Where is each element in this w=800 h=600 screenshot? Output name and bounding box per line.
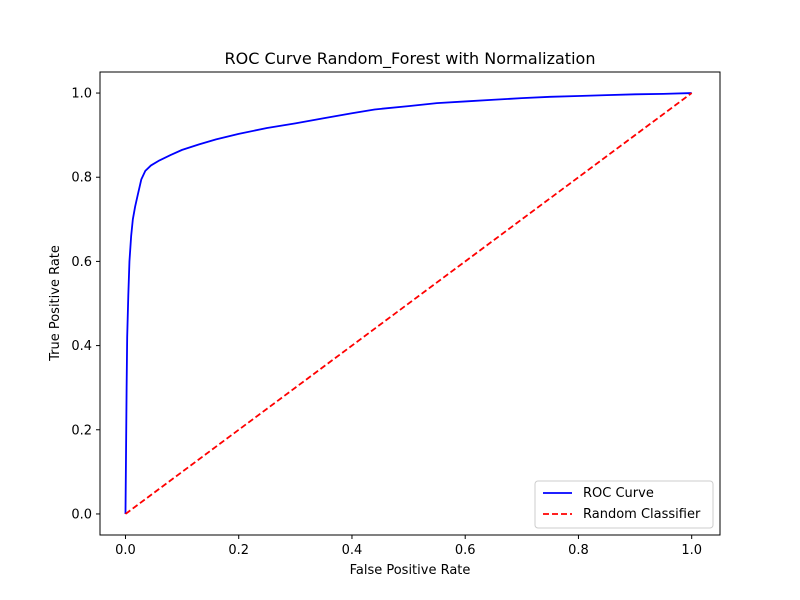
plot-area [124,92,693,515]
series-line-random-classifier [124,92,693,515]
x-tick-label: 0.2 [228,543,249,558]
y-tick-label: 0.4 [71,339,92,354]
legend: ROC Curve Random Classifier [534,480,714,529]
plot-frame [99,71,721,536]
y-tick-label: 0.6 [71,255,92,270]
y-tick-label: 1.0 [71,87,92,102]
y-axis-label: True Positive Rate [48,245,63,362]
x-tick-label: 0.8 [568,543,589,558]
legend-box [534,480,714,529]
y-tick-label: 0.2 [71,423,92,438]
y-axis-ticks: 0.0 0.2 0.4 0.6 0.8 1.0 [71,87,100,522]
x-tick-label: 1.0 [681,543,702,558]
x-axis-label: False Positive Rate [350,563,471,578]
legend-label-roc-curve: ROC Curve [583,486,654,501]
legend-label-random-classifier: Random Classifier [583,507,701,522]
y-tick-label: 0.8 [71,171,92,186]
y-tick-label: 0.0 [71,507,92,522]
chart-title: ROC Curve Random_Forest with Normalizati… [225,49,596,69]
x-axis-ticks: 0.0 0.2 0.4 0.6 0.8 1.0 [115,535,702,558]
x-tick-label: 0.4 [342,543,363,558]
x-tick-label: 0.0 [115,543,136,558]
series-line-roc-curve [124,92,692,514]
x-tick-label: 0.6 [455,543,476,558]
